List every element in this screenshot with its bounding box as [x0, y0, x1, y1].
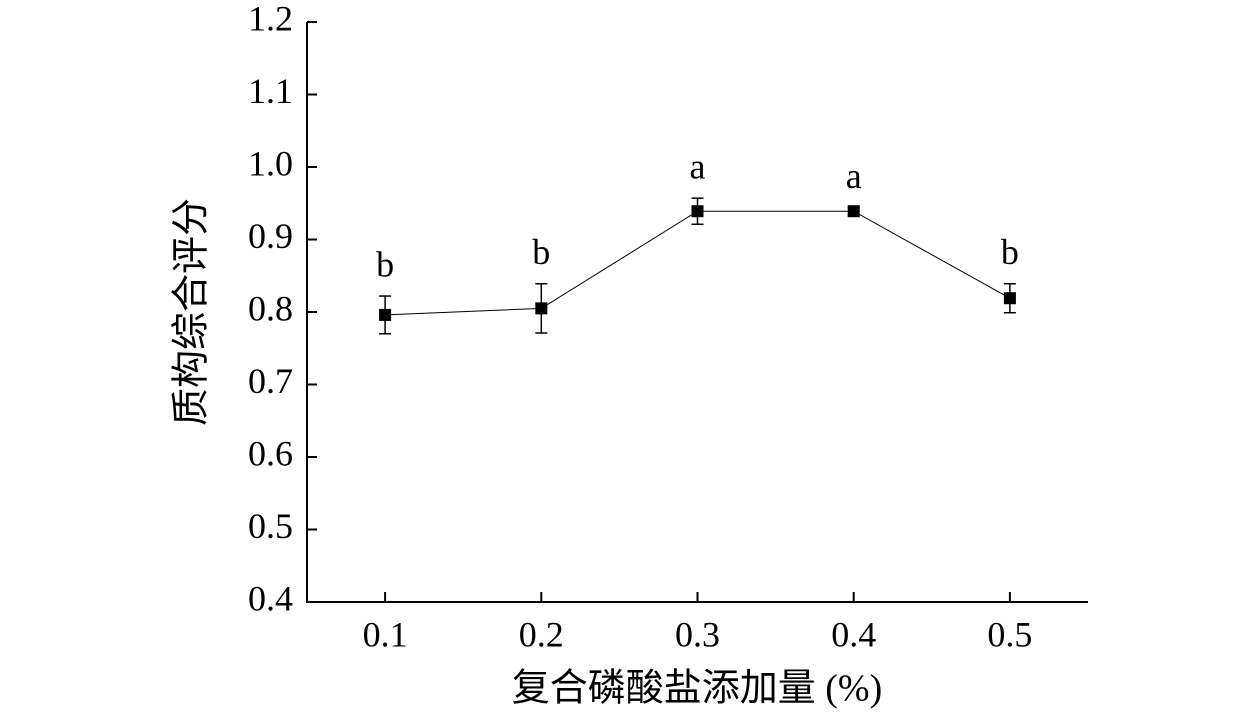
x-tick-label: 0.1: [363, 614, 408, 654]
x-tick-label: 0.4: [831, 614, 876, 654]
y-axis-title: 质构综合评分: [171, 198, 213, 426]
y-tick-label: 0.7: [248, 361, 293, 401]
marker: [691, 205, 704, 218]
y-tick-label: 1.0: [248, 143, 293, 183]
significance-label: b: [532, 232, 550, 272]
marker: [379, 308, 392, 321]
y-tick-label: 0.6: [248, 433, 293, 473]
y-tick-label: 1.2: [248, 0, 293, 38]
marker: [1003, 292, 1016, 305]
y-tick-label: 0.9: [248, 216, 293, 256]
x-tick-label: 0.5: [987, 614, 1032, 654]
x-tick-label: 0.2: [519, 614, 564, 654]
y-tick-label: 0.5: [248, 506, 293, 546]
significance-label: a: [690, 146, 706, 186]
marker: [847, 205, 860, 218]
x-axis-title: 复合磷酸盐添加量 (%): [512, 668, 882, 710]
data-line: [385, 210, 1011, 316]
x-tick-label: 0.3: [675, 614, 720, 654]
y-tick-label: 0.4: [248, 578, 293, 618]
significance-label: a: [846, 156, 862, 196]
y-tick-label: 0.8: [248, 288, 293, 328]
marker: [535, 302, 548, 315]
significance-label: b: [376, 244, 394, 284]
y-tick-label: 1.1: [248, 71, 293, 111]
significance-label: b: [1001, 232, 1019, 272]
